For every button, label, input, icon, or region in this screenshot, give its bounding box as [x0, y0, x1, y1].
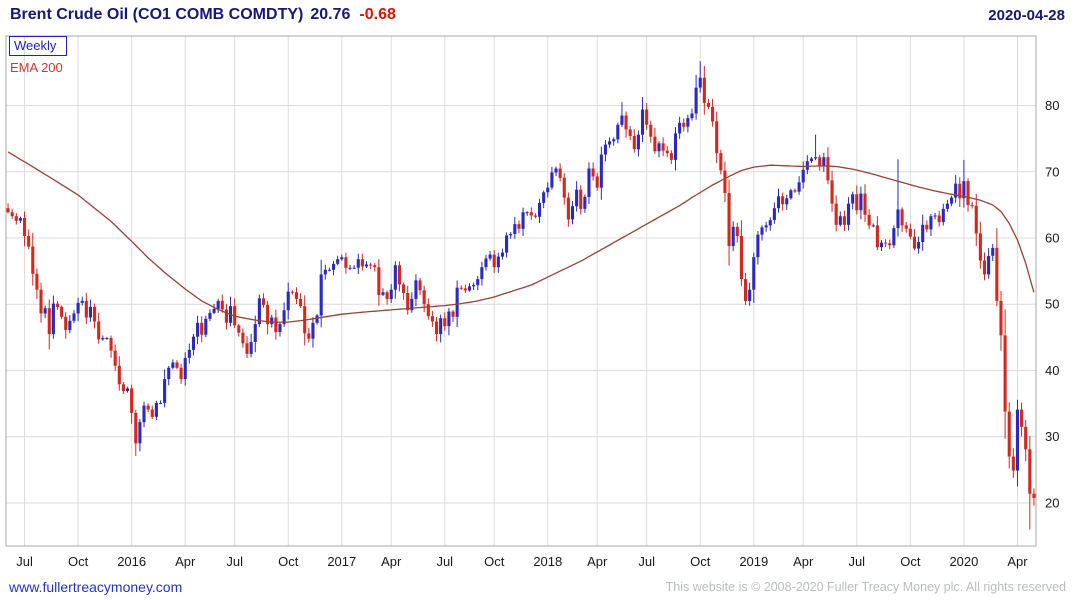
- svg-text:Apr: Apr: [587, 554, 608, 569]
- svg-text:Jul: Jul: [16, 554, 33, 569]
- svg-text:Oct: Oct: [278, 554, 299, 569]
- svg-text:60: 60: [1045, 231, 1059, 246]
- svg-text:Apr: Apr: [1007, 554, 1028, 569]
- chart-header: Brent Crude Oil (CO1 COMB COMDTY) 20.76 …: [0, 0, 1075, 30]
- svg-text:Jul: Jul: [638, 554, 655, 569]
- svg-text:40: 40: [1045, 363, 1059, 378]
- timeframe-button[interactable]: Weekly: [9, 36, 68, 56]
- axis-layer: 20 30 40 50 60 70 80 Jul Oct 2016 Apr Jul Oct 2017 Apr…: [5, 35, 1059, 569]
- svg-text:2020: 2020: [949, 554, 978, 569]
- ema-layer: [7, 151, 1035, 323]
- candles-layer: [6, 61, 1036, 530]
- price-change: -0.68: [359, 6, 396, 23]
- chart-legend: Weekly EMA 200: [9, 36, 68, 75]
- svg-text:Jul: Jul: [436, 554, 453, 569]
- svg-text:Jul: Jul: [848, 554, 865, 569]
- price-chart[interactable]: 20 30 40 50 60 70 80 Jul Oct 2016 Apr Jul Oct 2017 Apr…: [0, 30, 1075, 576]
- site-link[interactable]: www.fullertreacymoney.com: [9, 578, 183, 595]
- svg-text:Oct: Oct: [690, 554, 711, 569]
- svg-text:70: 70: [1045, 164, 1059, 179]
- chart-date: 2020-04-28: [988, 6, 1065, 24]
- svg-text:Oct: Oct: [484, 554, 505, 569]
- ema-legend-label[interactable]: EMA 200: [10, 60, 63, 75]
- svg-text:2016: 2016: [117, 554, 146, 569]
- grid-layer: [6, 36, 1036, 546]
- copyright-text: This website is © 2008-2020 Fuller Treac…: [665, 579, 1066, 594]
- svg-text:20: 20: [1045, 495, 1059, 510]
- svg-text:Apr: Apr: [175, 554, 196, 569]
- svg-text:80: 80: [1045, 98, 1059, 113]
- svg-text:2018: 2018: [533, 554, 562, 569]
- last-price: 20.76: [310, 6, 351, 23]
- svg-text:Apr: Apr: [381, 554, 402, 569]
- svg-text:Apr: Apr: [793, 554, 814, 569]
- svg-text:Oct: Oct: [68, 554, 89, 569]
- svg-text:50: 50: [1045, 297, 1059, 312]
- instrument-title: Brent Crude Oil (CO1 COMB COMDTY): [10, 6, 304, 23]
- footer: www.fullertreacymoney.com This website i…: [0, 573, 1075, 600]
- svg-text:Oct: Oct: [900, 554, 921, 569]
- svg-text:2017: 2017: [327, 554, 356, 569]
- svg-text:2019: 2019: [739, 554, 768, 569]
- svg-text:30: 30: [1045, 429, 1059, 444]
- svg-text:Jul: Jul: [226, 554, 243, 569]
